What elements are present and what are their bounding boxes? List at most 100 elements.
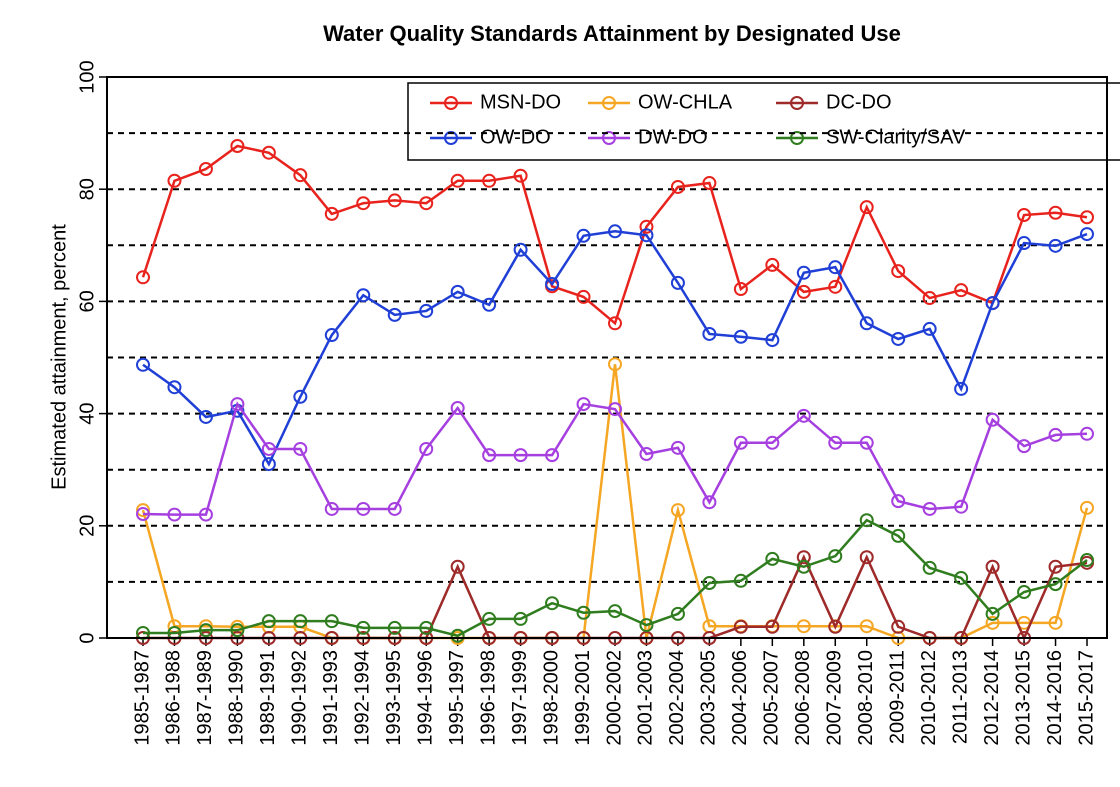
data-point <box>576 289 591 304</box>
data-point <box>702 326 717 341</box>
legend-label: MSN-DO <box>480 91 561 113</box>
data-point <box>733 282 748 297</box>
data-point <box>576 228 591 243</box>
data-point <box>450 400 465 415</box>
data-point <box>796 408 811 423</box>
data-point <box>954 381 969 396</box>
data-point <box>608 224 622 239</box>
data-point <box>796 559 811 574</box>
data-point <box>167 507 182 522</box>
legend-marker <box>790 131 804 145</box>
legend-label: OW-CHLA <box>638 91 733 113</box>
data-point <box>922 321 937 336</box>
data-point <box>828 549 843 564</box>
data-point <box>1080 500 1094 515</box>
legend-marker <box>602 96 616 110</box>
data-point <box>859 550 874 565</box>
data-point <box>450 628 465 643</box>
y-tick-label: 100 <box>76 60 98 93</box>
data-point <box>891 331 906 346</box>
data-point <box>828 279 843 294</box>
y-tick-label: 20 <box>76 515 98 537</box>
x-tick-label: 1997-1999 <box>509 650 531 746</box>
plot-frame <box>106 76 1108 639</box>
data-point <box>482 173 497 188</box>
y-axis-label: Estimated attainment, percent <box>48 224 70 490</box>
series-line <box>142 230 1088 467</box>
x-tick-label: 2005-2007 <box>761 650 783 746</box>
data-point <box>1048 615 1063 630</box>
data-point <box>419 620 434 635</box>
x-tick-label: 2003-2005 <box>698 650 720 746</box>
data-point <box>136 503 150 518</box>
data-point <box>356 501 371 516</box>
data-point <box>1017 236 1032 251</box>
x-tick-label: 1991-1993 <box>320 650 342 746</box>
data-point <box>1048 427 1063 442</box>
x-tick-label: 2000-2002 <box>603 650 625 746</box>
data-point <box>482 448 497 463</box>
data-point <box>765 333 780 348</box>
data-point <box>450 559 465 574</box>
y-tick-label: 0 <box>76 632 98 643</box>
data-point <box>608 604 622 619</box>
x-tick-label: 2013-2015 <box>1012 650 1034 746</box>
legend-label: DC-DO <box>826 91 892 113</box>
data-point <box>670 440 685 455</box>
legend-label: DW-DO <box>638 126 708 148</box>
x-tick-label: 1999-2001 <box>572 650 594 746</box>
x-tick-label: 1998-2000 <box>540 650 562 746</box>
data-point <box>954 499 969 514</box>
data-point <box>167 173 182 188</box>
data-point <box>670 275 685 290</box>
legend-label: SW-Clarity/SAV <box>826 126 966 148</box>
data-point <box>702 495 717 510</box>
data-point <box>1017 208 1032 223</box>
data-point <box>733 619 748 634</box>
data-point <box>261 457 276 472</box>
data-point <box>891 494 906 509</box>
legend-marker <box>444 131 458 145</box>
data-point <box>1080 426 1094 441</box>
data-point <box>891 264 906 279</box>
data-point <box>513 448 528 463</box>
y-tick-label: 80 <box>76 178 98 200</box>
data-point <box>198 507 213 522</box>
data-point <box>230 397 245 412</box>
data-point <box>859 619 874 634</box>
data-point <box>670 503 685 518</box>
data-point <box>985 606 1000 621</box>
data-point <box>670 179 685 194</box>
data-point <box>230 623 245 638</box>
data-point <box>293 441 308 456</box>
x-tick-label: 1985-1987 <box>131 650 153 746</box>
data-point <box>796 284 811 299</box>
data-point <box>545 596 560 611</box>
data-point <box>1080 227 1094 242</box>
x-tick-label: 2009-2011 <box>886 650 908 744</box>
data-point <box>356 620 371 635</box>
x-tick-label: 2008-2010 <box>855 650 877 746</box>
data-point <box>796 550 811 565</box>
data-point <box>670 606 685 621</box>
data-point <box>230 139 245 154</box>
data-point <box>198 162 213 177</box>
x-tick-label: 1988-1990 <box>226 650 248 746</box>
legend-label: OW-DO <box>480 126 551 148</box>
x-tick-label: 1992-1994 <box>352 650 374 746</box>
data-point <box>922 501 937 516</box>
y-tick-label: 60 <box>76 290 98 312</box>
data-point <box>608 316 622 331</box>
legend-marker <box>602 131 616 145</box>
x-tick-label: 1987-1989 <box>194 650 216 746</box>
data-point <box>1048 205 1063 220</box>
y-tick-label: 40 <box>76 402 98 424</box>
data-point <box>1080 553 1094 568</box>
data-point <box>608 357 622 372</box>
x-tick-label: 2006-2008 <box>792 650 814 746</box>
x-tick-label: 1986-1988 <box>163 650 185 746</box>
data-point <box>419 196 434 211</box>
data-point <box>324 501 339 516</box>
data-point <box>954 570 969 585</box>
data-point <box>702 176 717 191</box>
